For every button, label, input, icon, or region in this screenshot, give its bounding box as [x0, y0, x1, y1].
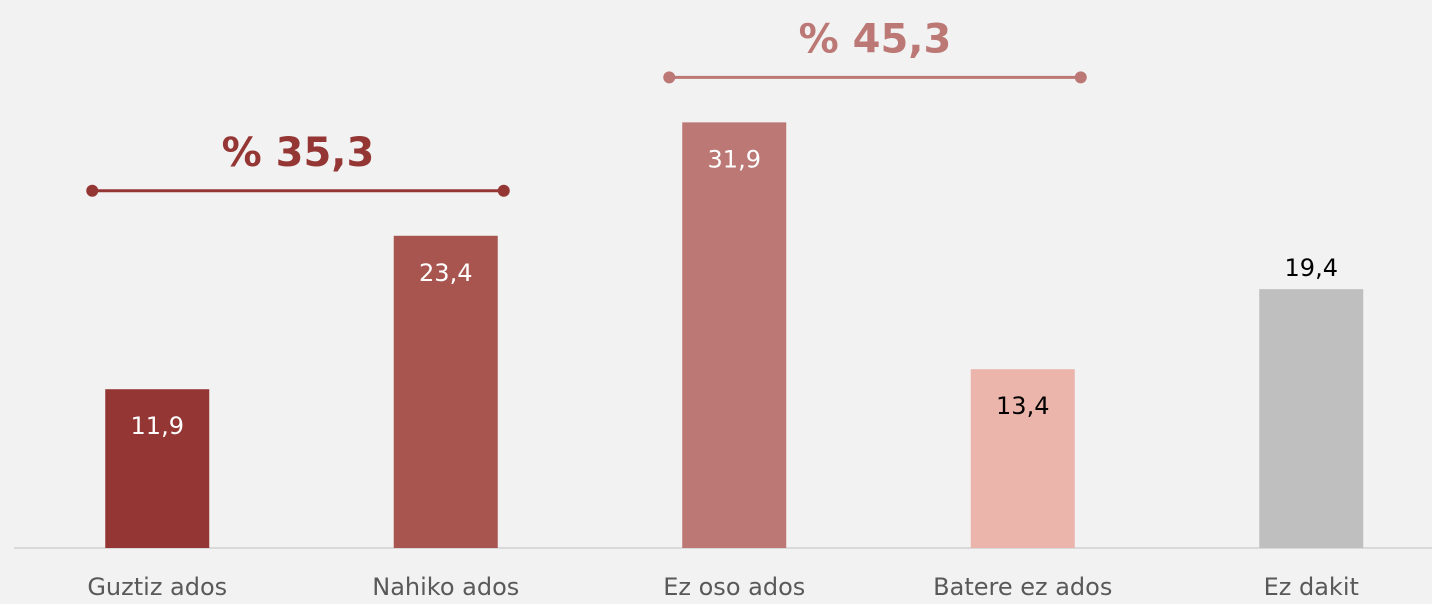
bracket-end	[1074, 71, 1087, 84]
bracket-end	[497, 184, 510, 197]
annotation: % 45,3	[799, 16, 952, 62]
bracket-end	[663, 71, 676, 84]
value-label: 23,4	[419, 259, 472, 287]
x-tick-label: Guztiz ados	[87, 573, 227, 601]
annotation: % 35,3	[222, 130, 375, 176]
bracket-end	[86, 184, 99, 197]
bar	[1259, 289, 1364, 548]
bar	[970, 369, 1075, 548]
bar	[105, 389, 210, 548]
bar	[393, 235, 498, 548]
value-label: 19,4	[1285, 254, 1338, 282]
x-tick-label: Ez dakit	[1264, 573, 1359, 601]
x-tick-label: Batere ez ados	[933, 573, 1112, 601]
value-label: 13,4	[996, 392, 1049, 420]
x-tick-label: Ez oso ados	[663, 573, 805, 601]
x-tick-label: Nahiko ados	[372, 573, 519, 601]
value-label: 31,9	[708, 145, 761, 173]
value-label: 11,9	[131, 412, 184, 440]
bar	[682, 122, 787, 548]
